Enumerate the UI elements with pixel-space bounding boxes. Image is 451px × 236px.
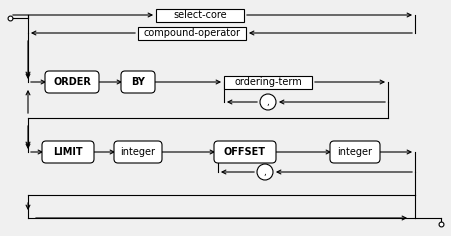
FancyBboxPatch shape bbox=[156, 8, 244, 21]
Text: compound-operator: compound-operator bbox=[143, 28, 240, 38]
Circle shape bbox=[257, 164, 272, 180]
FancyBboxPatch shape bbox=[213, 141, 276, 163]
Text: select-core: select-core bbox=[173, 10, 226, 20]
Text: OFFSET: OFFSET bbox=[224, 147, 265, 157]
Text: integer: integer bbox=[120, 147, 155, 157]
FancyBboxPatch shape bbox=[42, 141, 94, 163]
FancyBboxPatch shape bbox=[138, 26, 245, 39]
FancyBboxPatch shape bbox=[114, 141, 161, 163]
Text: LIMIT: LIMIT bbox=[53, 147, 83, 157]
Circle shape bbox=[259, 94, 276, 110]
Text: ,: , bbox=[263, 168, 266, 177]
FancyBboxPatch shape bbox=[45, 71, 99, 93]
FancyBboxPatch shape bbox=[121, 71, 155, 93]
FancyBboxPatch shape bbox=[329, 141, 379, 163]
Text: ordering-term: ordering-term bbox=[234, 77, 301, 87]
FancyBboxPatch shape bbox=[224, 76, 311, 88]
Text: ,: , bbox=[266, 97, 269, 106]
Text: ORDER: ORDER bbox=[53, 77, 91, 87]
Text: integer: integer bbox=[337, 147, 372, 157]
Text: BY: BY bbox=[131, 77, 145, 87]
